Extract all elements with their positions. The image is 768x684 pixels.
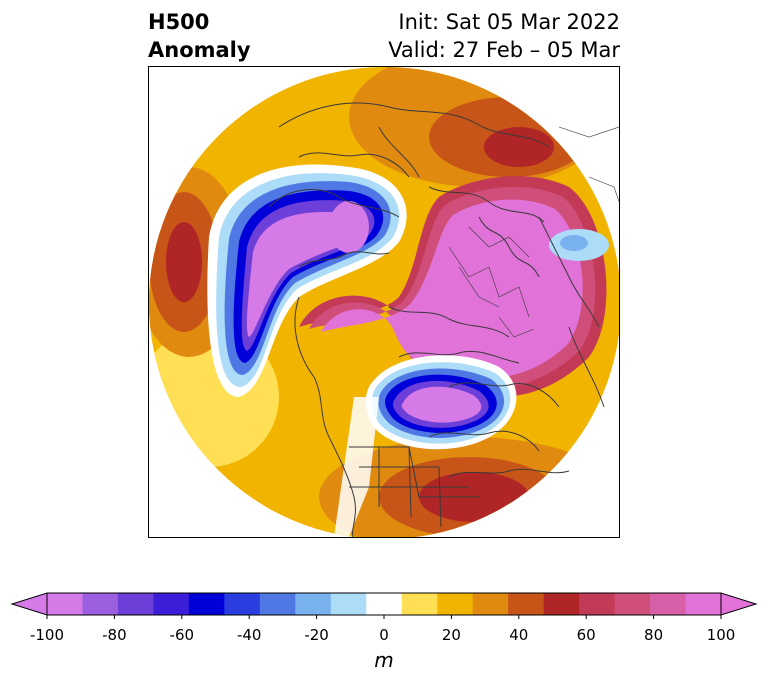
colorbar-segment [366,593,403,615]
colorbar-tick-label: 60 [576,626,596,644]
title-field-name: H500 [148,10,210,34]
colorbar-tick-label: -40 [236,626,262,644]
title-init-time: Init: Sat 05 Mar 2022 [398,10,620,34]
borders-layer [448,126,619,338]
colorbar-segment [685,593,722,615]
colorbar-tick-label: -20 [304,626,329,644]
colorbar-segment [259,593,296,615]
colorbar-segment [472,593,509,615]
plot-title-right: Init: Sat 05 Mar 2022 Valid: 27 Feb – 05… [388,8,620,64]
colorbar-extend-under [10,592,48,616]
map-panel [148,66,620,538]
title-valid-range: Valid: 27 Feb – 05 Mar [388,38,620,62]
colorbar-tick-label: 100 [706,626,736,644]
colorbar-segment [650,593,687,615]
colorbar-segment [579,593,616,615]
title-field-type: Anomaly [148,38,251,62]
colorbar-tick-label: 20 [441,626,461,644]
colorbar-segment [437,593,474,615]
colorbar-segment [614,593,651,615]
colorbar-tick-label: 0 [379,626,389,644]
colorbar-tick-label: -100 [29,626,65,644]
colorbar-segment [47,593,83,615]
colorbar-tick-label: -60 [169,626,195,644]
colorbar-extend-over [720,592,758,616]
colorbar-segment [330,593,367,615]
colorbar [10,592,758,619]
polar-anomaly-map [149,67,619,537]
colorbar-segment [401,593,438,615]
colorbar-segment [188,593,225,615]
colorbar-unit-label: m [374,648,394,672]
plot-title-left: H500 Anomaly [148,8,251,64]
colorbar-segment [224,593,261,615]
colorbar-tick-label: 40 [509,626,529,644]
colorbar-segment [117,593,154,615]
colorbar-tick-label: -80 [102,626,127,644]
coastlines-layer [268,102,605,537]
colorbar-segment [295,593,332,615]
colorbar-segment [543,593,580,615]
colorbar-segment [508,593,545,615]
colorbar-tick-label: 80 [644,626,664,644]
colorbar-segment [82,593,119,615]
colorbar-segment [153,593,190,615]
